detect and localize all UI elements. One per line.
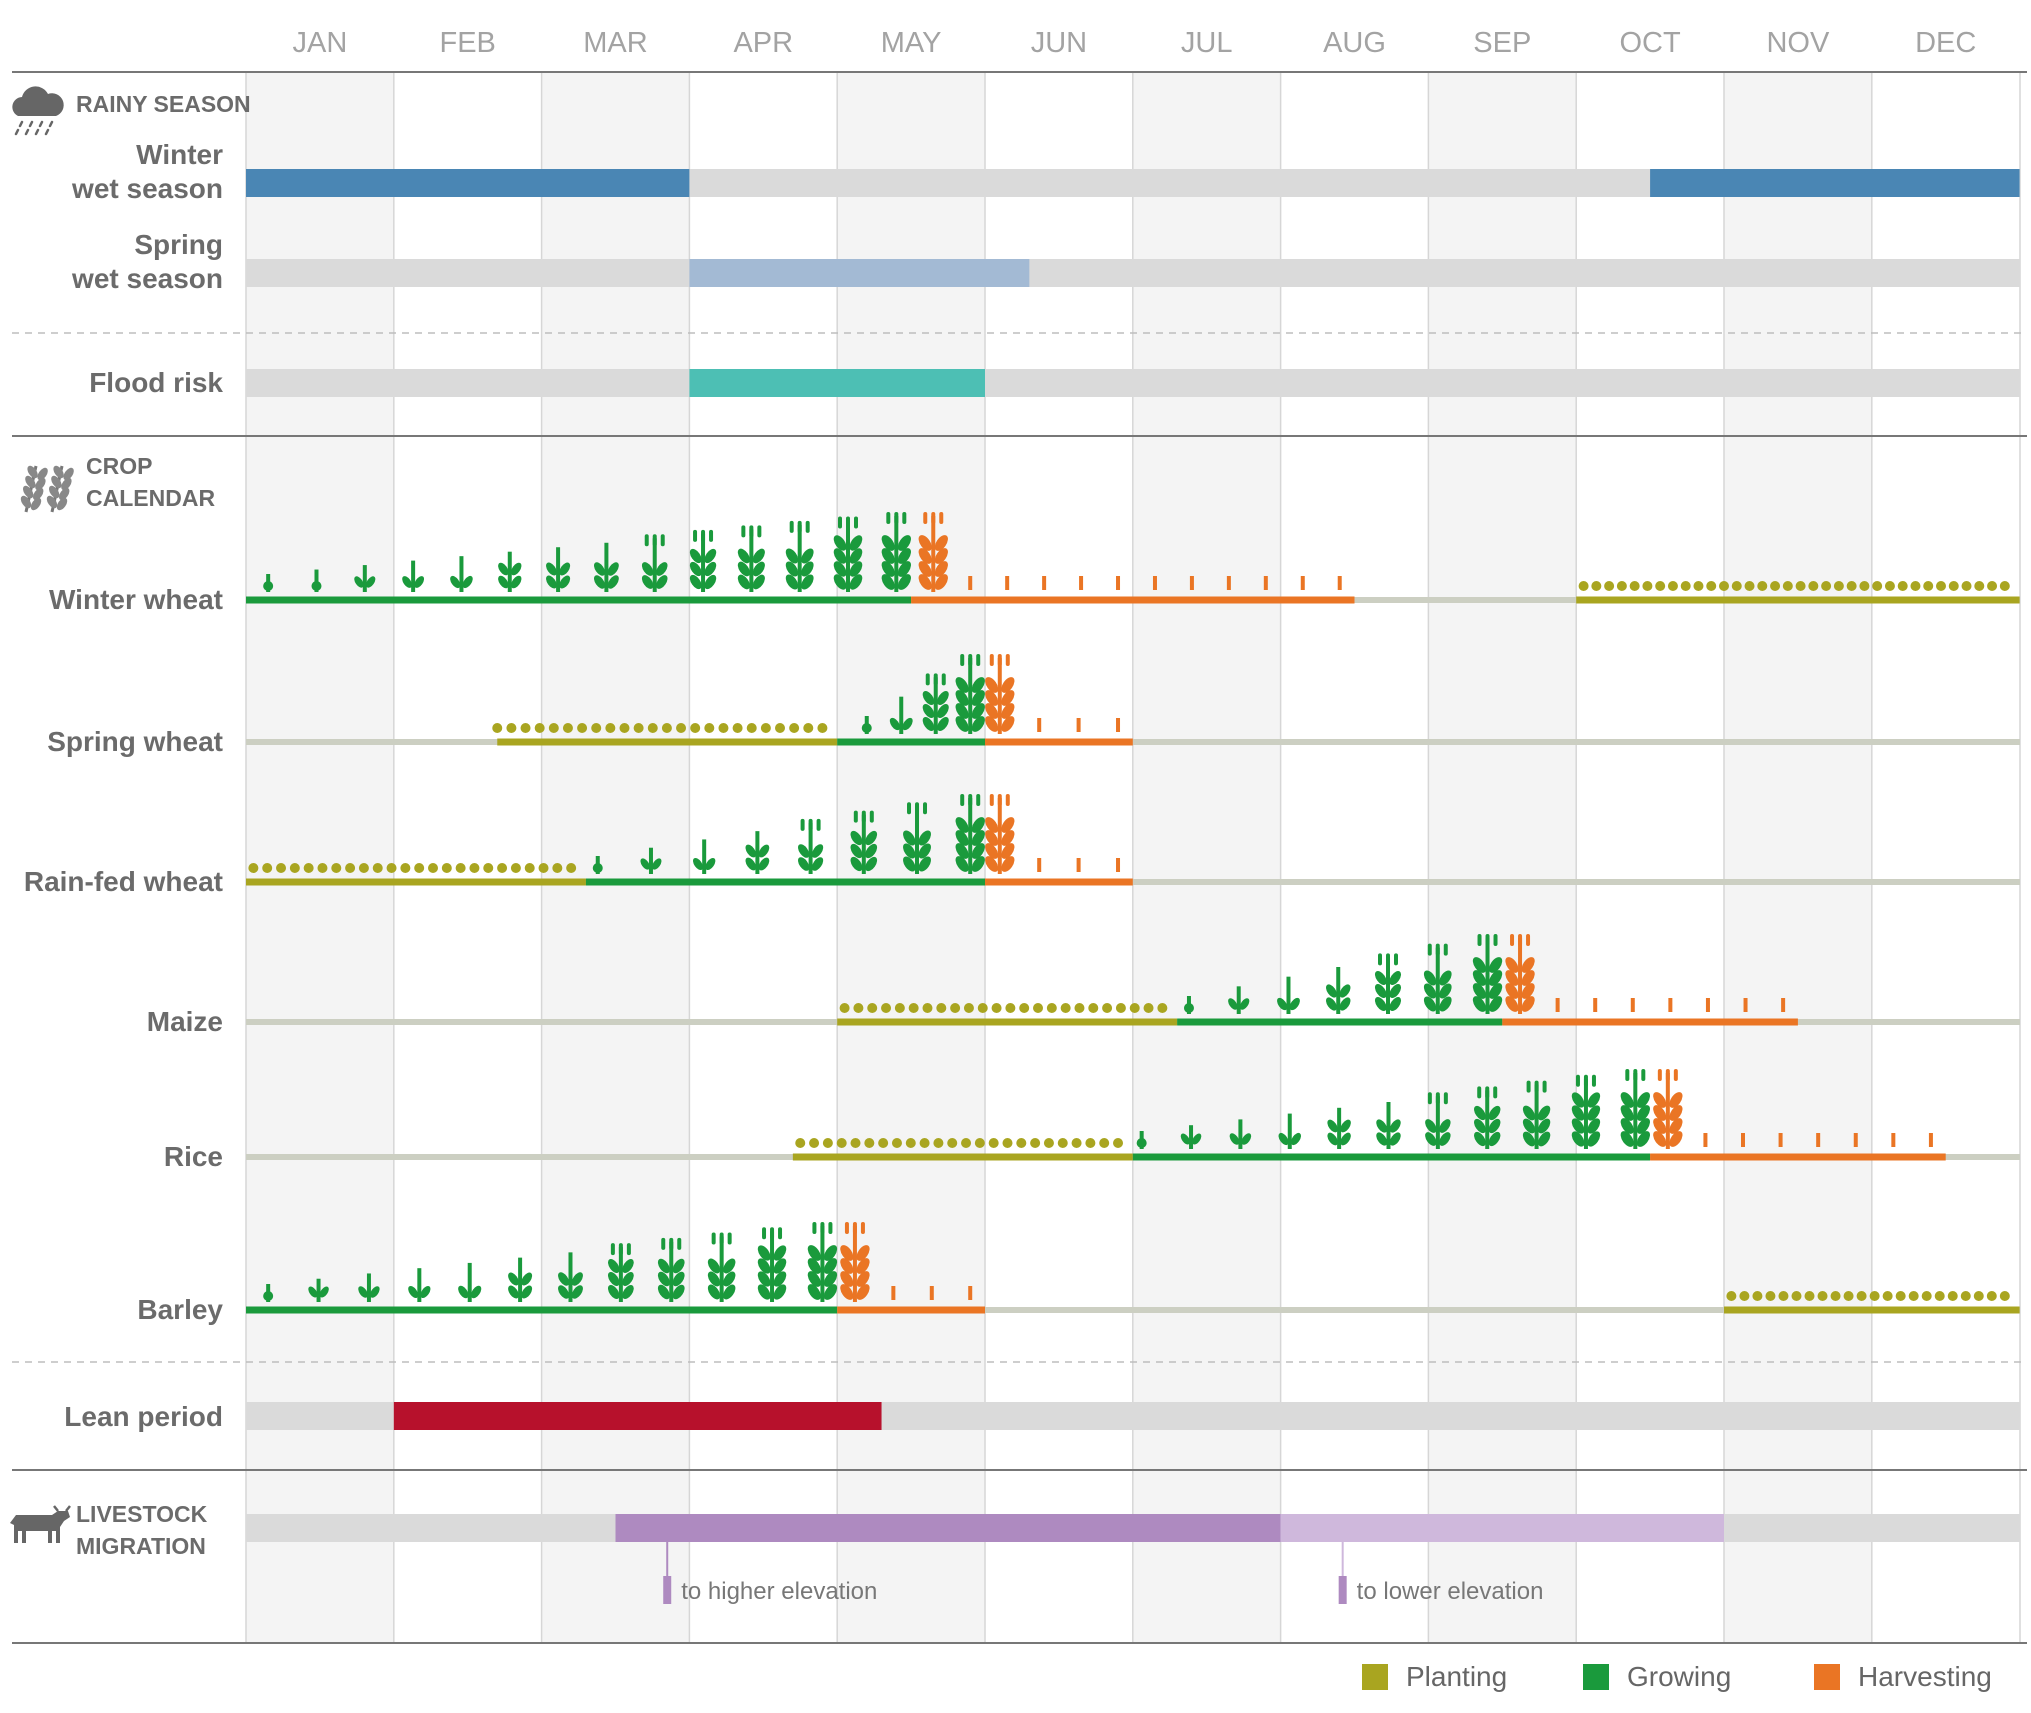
crop-growing-icons: [1136, 1069, 1650, 1149]
rainy-row-label-1: wet season: [71, 263, 223, 294]
crop-phase-harvesting: [911, 596, 1355, 604]
flood-risk-period: [689, 369, 985, 397]
month-band: [541, 73, 690, 1643]
crop-calendar-title-2: CALENDAR: [86, 485, 215, 511]
month-label-aug: AUG: [1323, 27, 1386, 59]
crop-growing-icons: [592, 794, 985, 874]
crop-planting-icons: [1726, 1291, 2010, 1301]
crop-phase-harvesting: [985, 738, 1133, 746]
crop-harvesting-icons: [1505, 934, 1786, 1014]
legend-label-growing: Growing: [1627, 1661, 1731, 1692]
crop-harvesting-icons: [1653, 1069, 1933, 1149]
month-label-may: MAY: [881, 27, 942, 59]
crop-harvesting-icons: [985, 654, 1121, 734]
rainy-row-0-period: [1650, 169, 2020, 197]
crop-label: Winter wheat: [49, 584, 223, 615]
migration-annotation-text: to lower elevation: [1357, 1578, 1544, 1605]
wheat-icon: [20, 465, 74, 513]
crop-harvesting-icons: [918, 512, 1342, 592]
crop-planting-icons: [795, 1138, 1124, 1148]
crop-growing-icons: [1183, 934, 1503, 1014]
crop-label: Rain-fed wheat: [24, 866, 223, 897]
rainy-row-1-period: [689, 259, 1030, 287]
month-band: [1724, 73, 1872, 1643]
crop-label: Maize: [147, 1006, 223, 1037]
month-label-apr: APR: [733, 27, 793, 59]
crop-planting-icons: [839, 1003, 1168, 1013]
month-label-oct: OCT: [1619, 27, 1681, 59]
crop-track: [246, 1307, 2020, 1313]
crop-calendar-title-1: CROP: [86, 453, 152, 479]
crop-phase-growing: [585, 878, 985, 886]
crop-phase-planting: [246, 878, 586, 886]
crop-phase-harvesting: [1650, 1153, 1946, 1161]
migration-annotation-marker: [663, 1576, 672, 1604]
crop-planting-icons: [248, 863, 577, 873]
crop-phase-planting: [1576, 596, 2020, 604]
month-label-dec: DEC: [1915, 27, 1976, 59]
crop-phase-harvesting: [985, 878, 1133, 886]
crop-phase-growing: [1132, 1153, 1651, 1161]
crop-phase-planting: [792, 1153, 1133, 1161]
migration-period: [1280, 1514, 1724, 1542]
livestock-title-1: LIVESTOCK: [76, 1501, 208, 1527]
flood-risk-track: [246, 369, 2020, 397]
month-label-nov: NOV: [1766, 27, 1830, 59]
crop-planting-icons: [492, 723, 828, 733]
crop-phase-planting: [497, 738, 838, 746]
crop-phase-growing: [837, 738, 985, 746]
crop-growing-icons: [861, 654, 985, 734]
month-label-jun: JUN: [1031, 27, 1087, 59]
legend-swatch-harvesting: [1814, 1664, 1840, 1690]
rainy-row-label-1: Spring: [134, 229, 223, 260]
crop-phase-growing: [246, 1306, 838, 1314]
migration-annotation-marker: [1338, 1576, 1347, 1604]
month-band: [1132, 73, 1281, 1643]
crop-phase-harvesting: [1502, 1018, 1798, 1026]
rainy-row-label-0: Winter: [136, 139, 223, 170]
lean-period-period: [393, 1402, 882, 1430]
rain-cloud-icon: [12, 86, 64, 136]
crop-phase-planting: [1724, 1306, 2020, 1314]
month-band: [1428, 73, 1577, 1643]
legend-label-planting: Planting: [1406, 1661, 1507, 1692]
legend-swatch-growing: [1583, 1664, 1609, 1690]
crop-phase-harvesting: [837, 1306, 985, 1314]
crop-harvesting-icons: [985, 794, 1121, 874]
month-label-jul: JUL: [1181, 27, 1233, 59]
month-label-jan: JAN: [293, 27, 348, 59]
crop-phase-growing: [1177, 1018, 1503, 1026]
crop-growing-icons: [263, 512, 911, 592]
crop-harvesting-icons: [840, 1222, 973, 1302]
crop-planting-icons: [1578, 581, 2010, 591]
crop-label: Barley: [137, 1294, 223, 1325]
rainy-row-label-0: wet season: [71, 173, 223, 204]
lean-period-label: Lean period: [64, 1401, 223, 1432]
livestock-title-2: MIGRATION: [76, 1533, 206, 1559]
legend-label-harvesting: Harvesting: [1858, 1661, 1992, 1692]
rainy-row-1-track: [246, 259, 2020, 287]
crop-phase-growing: [246, 596, 912, 604]
crop-label: Spring wheat: [47, 726, 223, 757]
month-label-mar: MAR: [583, 27, 647, 59]
crop-growing-icons: [263, 1222, 838, 1302]
crop-label: Rice: [164, 1141, 223, 1172]
rainy-row-0-period: [246, 169, 690, 197]
migration-period: [615, 1514, 1281, 1542]
month-label-feb: FEB: [439, 27, 495, 59]
flood-risk-label: Flood risk: [89, 367, 223, 398]
migration-annotation-text: to higher elevation: [681, 1578, 877, 1605]
crop-phase-planting: [837, 1018, 1178, 1026]
month-band: [246, 73, 394, 1643]
crop-track: [246, 739, 2020, 745]
legend-swatch-planting: [1362, 1664, 1388, 1690]
rainy-season-title: RAINY SEASON: [76, 91, 251, 117]
month-label-sep: SEP: [1473, 27, 1531, 59]
crop-track: [246, 879, 2020, 885]
cow-icon: [10, 1505, 71, 1543]
